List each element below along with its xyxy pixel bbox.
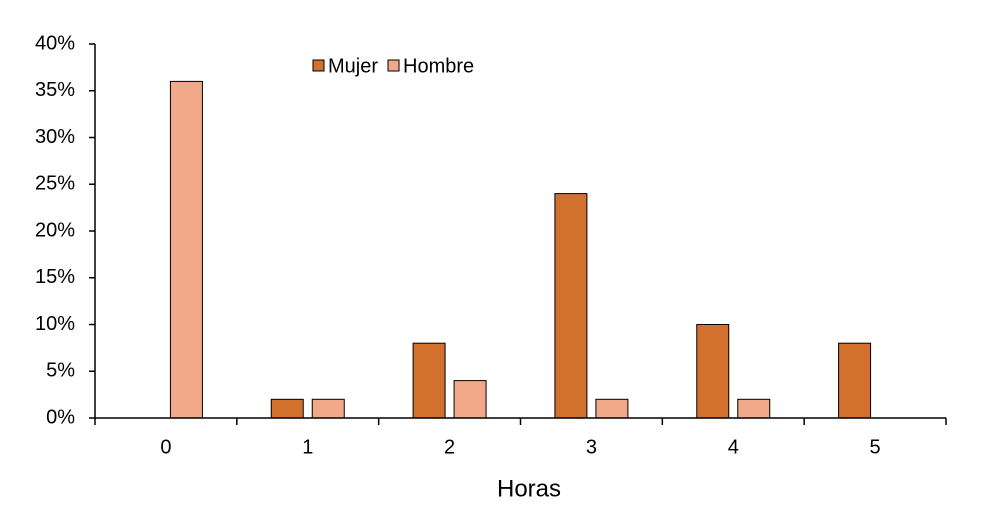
y-tick-label: 15% [35,266,75,288]
x-tick-label: 4 [728,436,739,458]
x-tick-label: 2 [444,436,455,458]
x-tick-label: 1 [302,436,313,458]
bar [412,342,446,419]
bar [595,398,629,419]
x-tick-label: 3 [586,436,597,458]
y-tick-label: 10% [35,313,75,335]
y-tick-label: 25% [35,173,75,195]
x-tick-label: 0 [160,436,171,458]
y-tick-label: 35% [35,79,75,101]
bar [554,193,588,419]
legend-label: Mujer [328,55,378,77]
legend-swatch [312,59,325,72]
y-tick-label: 30% [35,126,75,148]
y-tick-label: 20% [35,219,75,241]
y-tick-label: 0% [46,406,75,428]
bar [737,398,771,419]
bar [270,398,304,419]
x-axis-label: Horas [497,475,561,502]
legend-swatch [387,59,400,72]
x-tick-label: 5 [870,436,881,458]
y-tick-label: 5% [46,360,75,382]
bar [311,398,345,419]
y-tick-label: 40% [35,32,75,54]
bar [169,80,203,419]
legend-label: Hombre [403,55,474,77]
bar [696,324,730,419]
bar [453,380,487,419]
bar [838,342,872,419]
